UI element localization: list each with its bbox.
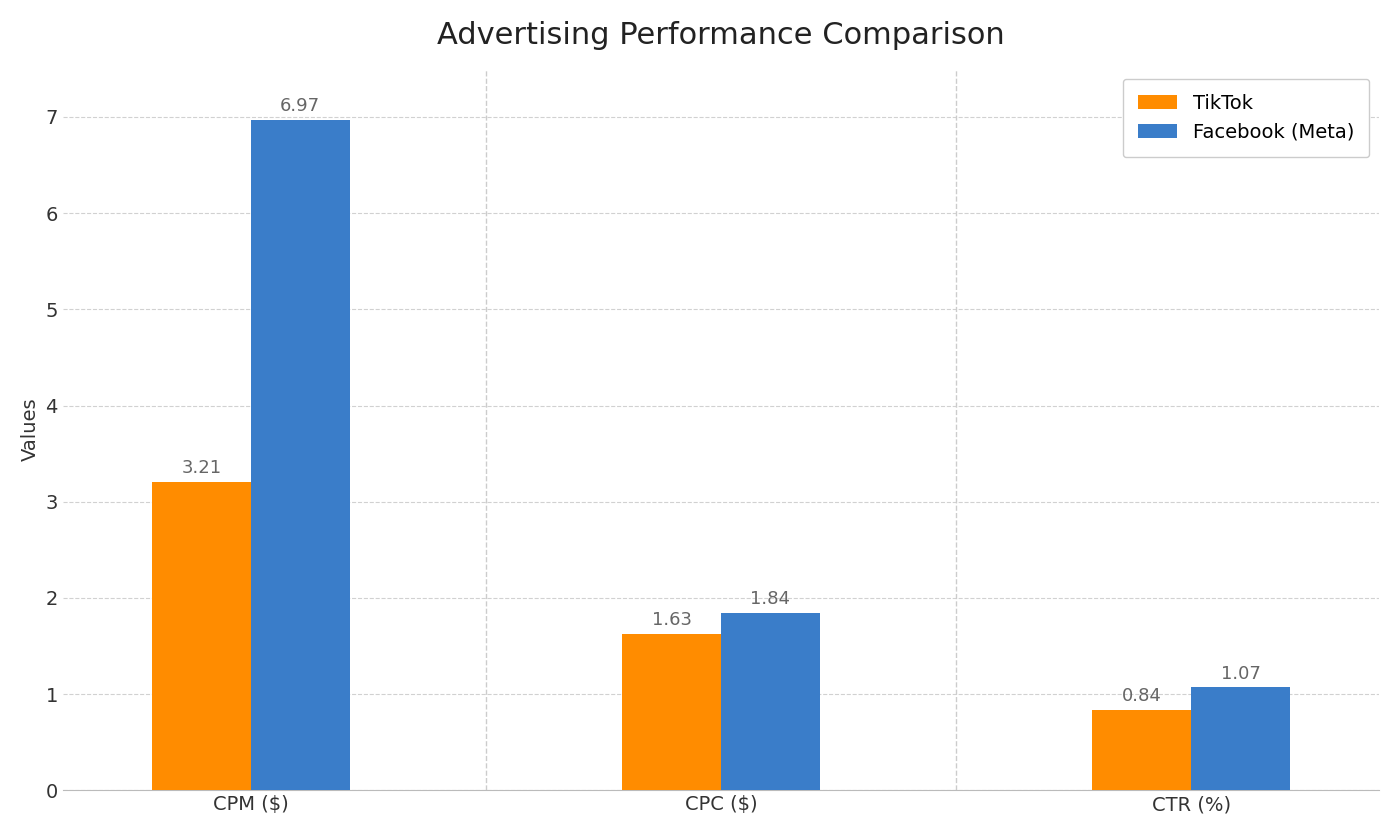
Title: Advertising Performance Comparison: Advertising Performance Comparison xyxy=(437,21,1005,50)
Legend: TikTok, Facebook (Meta): TikTok, Facebook (Meta) xyxy=(1123,78,1369,157)
Text: 1.84: 1.84 xyxy=(750,590,791,609)
Text: 3.21: 3.21 xyxy=(182,458,221,477)
Bar xyxy=(153,482,251,790)
Text: 6.97: 6.97 xyxy=(280,97,321,115)
Bar xyxy=(721,613,819,790)
Bar xyxy=(1191,687,1289,790)
Bar xyxy=(251,119,350,790)
Text: 1.63: 1.63 xyxy=(651,610,692,629)
Text: 1.07: 1.07 xyxy=(1221,665,1260,682)
Bar xyxy=(622,634,721,790)
Y-axis label: Values: Values xyxy=(21,397,39,462)
Text: 0.84: 0.84 xyxy=(1121,686,1162,705)
Bar xyxy=(1092,710,1191,790)
